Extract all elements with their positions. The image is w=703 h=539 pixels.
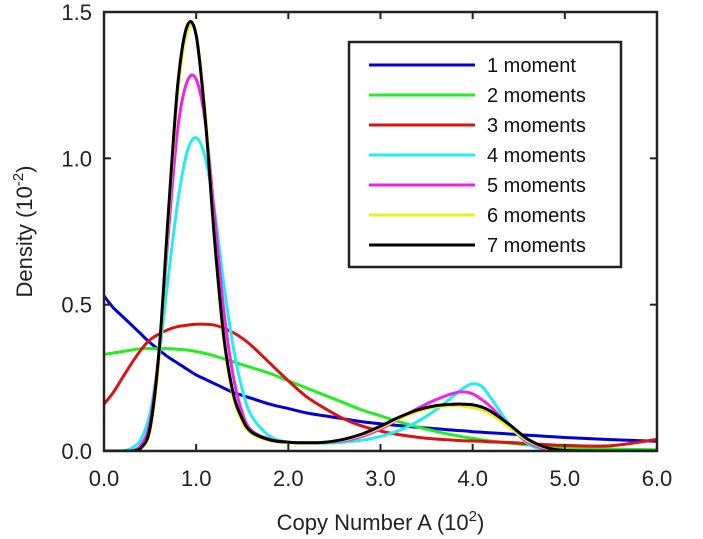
series-line-7	[104, 20, 657, 451]
legend-label: 7 moments	[487, 235, 586, 257]
y-axis-title-superscript: -2	[10, 173, 27, 186]
y-tick-label: 0.5	[61, 293, 92, 318]
legend-label: 3 moments	[487, 115, 586, 137]
legend-label: 6 moments	[487, 205, 586, 227]
y-axis-title: Density (10-2)	[10, 166, 37, 298]
x-tick-label: 6.0	[642, 466, 673, 491]
x-tick-label: 5.0	[550, 466, 581, 491]
x-axis-title-text: Copy Number A (10	[277, 510, 469, 535]
x-axis-title-suffix: )	[477, 510, 484, 535]
x-tick-label: 0.0	[89, 466, 120, 491]
y-axis-title-text: Density (10	[12, 186, 37, 297]
axis-ticks: 0.0 1.0 2.0 3.0 4.0 5.0 6.0 0.0 0.5 1.0 1.5	[61, 0, 672, 491]
y-tick-label: 1.0	[61, 146, 92, 171]
x-axis-title-superscript: 2	[469, 508, 477, 525]
x-tick-label: 1.0	[181, 466, 212, 491]
series-line-1	[104, 294, 657, 443]
y-tick-label: 1.5	[61, 0, 92, 25]
legend-label: 2 moments	[487, 85, 586, 107]
x-tick-label: 3.0	[365, 466, 396, 491]
x-axis-title: Copy Number A (102)	[277, 508, 485, 535]
plot-marks	[104, 20, 657, 451]
x-tick-label: 4.0	[457, 466, 488, 491]
legend-label: 5 moments	[487, 175, 586, 197]
legend-label: 4 moments	[487, 145, 586, 167]
y-tick-label: 0.0	[61, 439, 92, 464]
legend-label: 1 moment	[487, 55, 576, 77]
series-line-2	[104, 346, 657, 451]
x-tick-label: 2.0	[273, 466, 304, 491]
y-axis-title-suffix: )	[12, 166, 37, 173]
legend: 1 moment 2 moments 3 moments 4 moments 5 mom…	[347, 40, 623, 269]
